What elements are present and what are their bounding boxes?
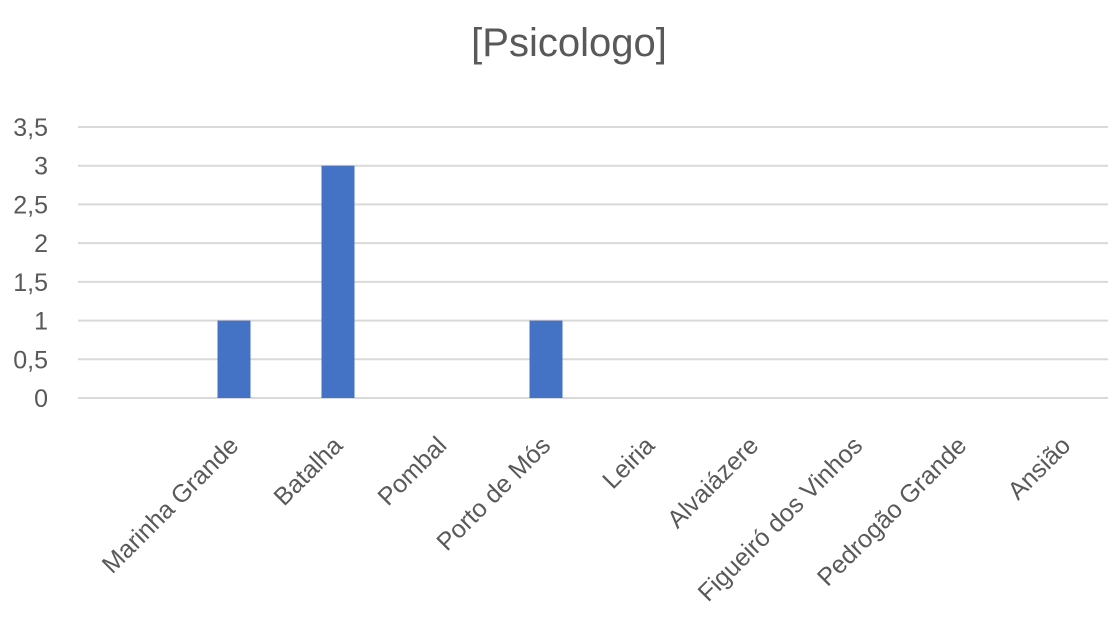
y-tick-label: 1 <box>34 308 48 336</box>
bar <box>217 320 251 398</box>
y-tick-label: 2,5 <box>13 191 48 219</box>
y-axis-ticks: 0 0,5 1 1,5 2 2,5 3 3,5 <box>13 114 48 413</box>
y-tick-label: 2 <box>34 230 48 258</box>
y-tick-label: 3,5 <box>13 114 48 142</box>
chart-title: [Psicologo] <box>471 21 667 65</box>
x-category-label: Pombal <box>373 431 453 511</box>
x-category-label: Leiria <box>597 431 660 494</box>
x-category-label: Batalha <box>268 431 348 511</box>
x-category-label: Alvaiázere <box>662 431 764 533</box>
y-tick-label: 0 <box>34 385 48 413</box>
x-category-label: Marinha Grande <box>97 431 245 579</box>
y-tick-label: 1,5 <box>13 269 48 297</box>
bar <box>529 320 563 398</box>
bars <box>217 165 563 398</box>
bar <box>321 165 355 398</box>
x-category-label: Ansião <box>1002 431 1076 505</box>
y-tick-label: 3 <box>34 153 48 181</box>
y-tick-label: 0,5 <box>13 346 48 374</box>
